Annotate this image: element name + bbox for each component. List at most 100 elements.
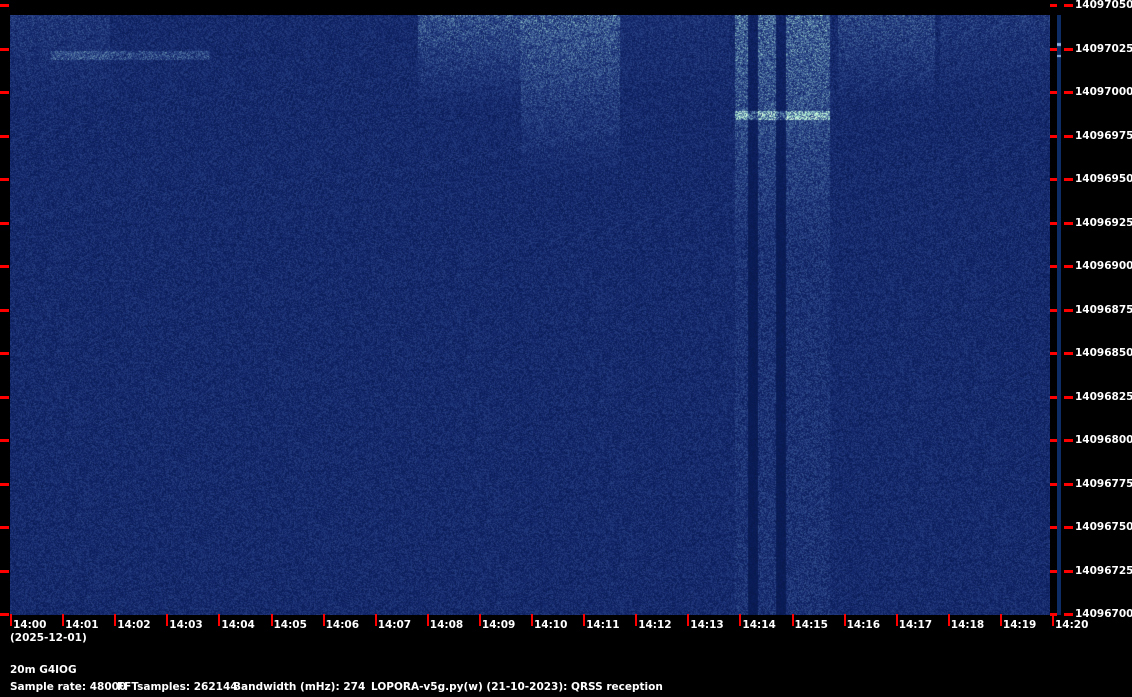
y-tick-mark — [1064, 91, 1073, 94]
y-tick-mark — [0, 178, 9, 181]
y-tick-mark — [1050, 134, 1057, 138]
x-tick-label: 14:11 — [586, 619, 620, 631]
x-tick-label: 14:10 — [534, 619, 568, 631]
x-tick-label: 14:13 — [690, 619, 724, 631]
y-tick-mark — [1064, 613, 1073, 616]
x-tick-label: 14:20 — [1055, 619, 1089, 631]
y-tick-mark — [1050, 47, 1057, 51]
x-tick-mark — [426, 614, 429, 626]
y-tick-mark — [0, 47, 9, 51]
y-tick-label: 14096850 — [1075, 347, 1132, 359]
y-tick-label: 14096825 — [1075, 390, 1132, 403]
y-tick-mark — [1064, 4, 1073, 7]
y-tick-mark — [0, 308, 9, 312]
x-tick-label: 14:16 — [846, 619, 881, 631]
y-tick-label: 14097025 — [1075, 42, 1132, 55]
y-tick-mark — [1050, 4, 1057, 7]
y-tick-label: 14096900 — [1075, 260, 1132, 272]
y-tick-mark — [1064, 352, 1073, 355]
x-tick-label: 14:12 — [638, 619, 672, 631]
y-tick-mark — [1050, 221, 1057, 225]
y-tick-mark — [1050, 91, 1057, 94]
x-tick-label: 14:06 — [325, 619, 360, 631]
y-tick-mark — [1050, 439, 1057, 442]
y-tick-mark — [1064, 178, 1073, 181]
y-tick-mark — [1064, 47, 1073, 51]
y-tick-mark — [0, 221, 9, 225]
x-tick-mark — [791, 614, 794, 626]
x-tick-mark — [739, 614, 742, 626]
y-tick-mark — [0, 352, 9, 355]
x-tick-label: 14:19 — [1002, 619, 1037, 631]
x-tick-label: 14:17 — [898, 619, 933, 631]
x-tick-label: 14:04 — [221, 619, 255, 631]
y-tick-label: 14096725 — [1075, 564, 1132, 577]
x-tick-mark — [374, 614, 377, 626]
y-tick-mark — [0, 526, 9, 529]
x-tick-mark — [322, 614, 325, 626]
y-tick-label: 14096875 — [1075, 303, 1132, 316]
y-tick-label: 14097000 — [1075, 86, 1132, 98]
x-tick-label: 14:03 — [169, 619, 203, 631]
date-label: (2025-12-01) — [10, 632, 87, 644]
x-tick-mark — [583, 614, 586, 626]
x-tick-mark — [10, 614, 12, 626]
y-tick-mark — [1064, 221, 1073, 225]
y-tick-mark — [1050, 352, 1057, 355]
x-tick-label: 14:07 — [377, 619, 412, 631]
x-tick-label: 14:08 — [429, 619, 464, 631]
x-tick-mark — [1052, 614, 1054, 626]
y-tick-mark — [0, 395, 9, 399]
x-tick-mark — [114, 614, 117, 626]
y-tick-mark — [1064, 134, 1073, 138]
y-tick-label: 14096750 — [1075, 521, 1132, 533]
y-tick-mark — [1050, 395, 1057, 399]
y-tick-label: 14096800 — [1075, 434, 1132, 446]
x-tick-mark — [478, 614, 481, 626]
y-tick-mark — [1064, 395, 1073, 399]
x-tick-label: 14:02 — [117, 619, 151, 631]
x-tick-mark — [635, 614, 638, 626]
x-tick-label: 14:00 — [13, 619, 47, 631]
x-tick-label: 14:05 — [273, 619, 307, 631]
y-tick-mark — [1064, 569, 1073, 573]
bandwidth: Bandwidth (mHz): 274 — [233, 681, 366, 693]
software-label: LOPORA-v5g.py(w) (21-10-2023): QRSS rece… — [371, 681, 663, 693]
station-label: 20m G4IOG — [10, 664, 77, 676]
y-tick-mark — [0, 134, 9, 138]
x-tick-mark — [166, 614, 169, 626]
y-tick-label: 14097050 — [1075, 0, 1132, 11]
y-tick-mark — [1050, 526, 1057, 529]
y-tick-mark — [1050, 308, 1057, 312]
x-tick-label: 14:09 — [481, 619, 516, 631]
x-tick-mark — [531, 614, 533, 626]
fft-samples: FFTsamples: 262144 — [117, 681, 238, 693]
y-tick-mark — [1064, 482, 1073, 486]
y-tick-mark — [1050, 178, 1057, 181]
x-tick-mark — [270, 614, 273, 626]
x-tick-mark — [895, 614, 898, 626]
x-tick-mark — [947, 614, 950, 626]
y-tick-label: 14096975 — [1075, 129, 1132, 142]
y-tick-mark — [0, 265, 9, 268]
sample-rate: Sample rate: 48000 — [10, 681, 127, 693]
x-tick-label: 14:14 — [742, 619, 776, 631]
y-tick-label: 14096775 — [1075, 477, 1132, 490]
y-tick-mark — [1050, 569, 1057, 573]
waterfall-plot — [10, 15, 1050, 615]
y-tick-label: 14096925 — [1075, 216, 1132, 229]
y-tick-mark — [1050, 482, 1057, 486]
y-tick-mark — [1064, 308, 1073, 312]
y-tick-mark — [0, 4, 9, 7]
x-tick-label: 14:01 — [65, 619, 99, 631]
level-strip — [1057, 15, 1061, 615]
y-tick-mark — [0, 91, 9, 94]
y-tick-mark — [1064, 526, 1073, 529]
y-tick-label: 14096700 — [1075, 608, 1132, 620]
y-tick-mark — [0, 482, 9, 486]
y-tick-mark — [0, 569, 9, 573]
x-tick-mark — [999, 614, 1002, 626]
x-tick-label: 14:15 — [794, 619, 828, 631]
y-tick-mark — [0, 439, 9, 442]
x-tick-mark — [218, 614, 221, 626]
